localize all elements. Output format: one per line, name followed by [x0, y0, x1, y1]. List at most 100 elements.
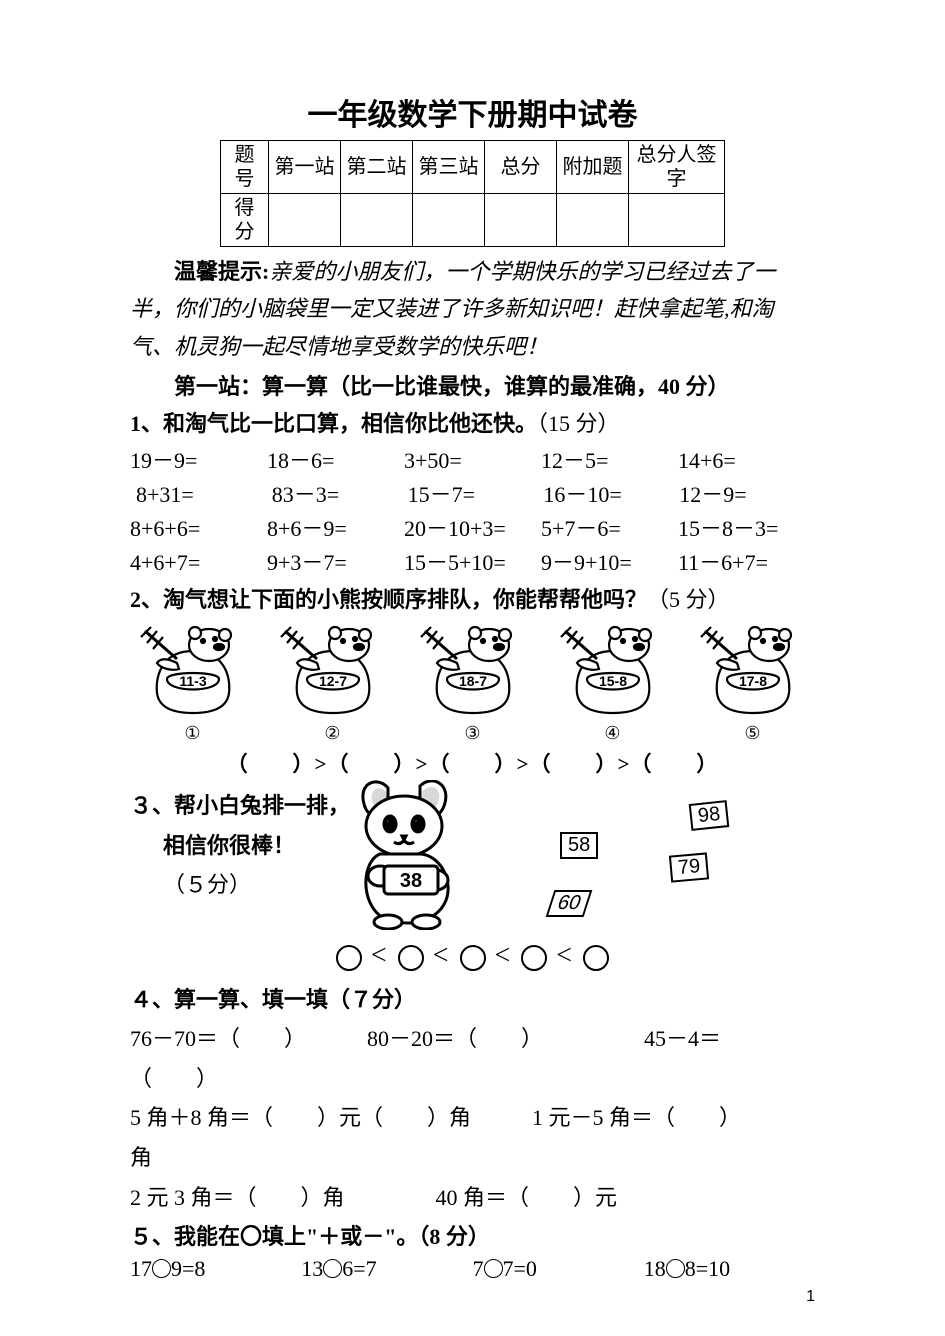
- num-box: 79: [669, 852, 709, 882]
- q1-rows: 19－9= 18－6= 3+50= 12－5= 14+6= 8+31= 83－3…: [130, 444, 815, 580]
- blank-circle: [336, 945, 362, 971]
- calc-item: 3+50=: [404, 444, 541, 478]
- q5-b: 8=10: [685, 1256, 730, 1281]
- q4-item: 5 角＋8 角＝（ ）元（ ）角: [130, 1105, 471, 1130]
- q5-row: 179=8 136=7 77=0 188=10: [130, 1256, 815, 1282]
- q1-text: 1、和淘气比一比口算，相信你比他还快。: [130, 411, 537, 436]
- calc-item: 5+7－6=: [541, 512, 678, 546]
- calc-item: 18－6=: [267, 444, 404, 478]
- score-table: 题号 第一站 第二站 第三站 总分 附加题 总分人签字 得分: [220, 140, 725, 247]
- q5-item: 13 6=7: [301, 1256, 472, 1282]
- calc-item: 12－9=: [679, 478, 815, 512]
- q4-item: 80－20＝（ ）: [367, 1026, 543, 1051]
- bear-cell: 12-7 ②: [270, 623, 395, 744]
- q5-a: 17: [130, 1256, 152, 1281]
- tip-lead: 温馨提示:: [174, 259, 269, 284]
- q5-heading: ５、我能在〇填上"＋或－"。（8 分）: [130, 1219, 815, 1254]
- table-row: 题号 第一站 第二站 第三站 总分 附加题 总分人签字: [221, 141, 725, 194]
- bear-expr: 15-8: [598, 673, 626, 689]
- q5-item: 17 9=8: [130, 1256, 301, 1282]
- q3-circle-row: < < < <: [130, 940, 815, 972]
- blank-circle: [521, 945, 547, 971]
- num-box: 58: [560, 832, 598, 859]
- th-s3: 第三站: [413, 141, 485, 194]
- bear-expr: 18-7: [458, 673, 486, 689]
- calc-item: 83－3=: [272, 478, 408, 512]
- q1-row: 19－9= 18－6= 3+50= 12－5= 14+6=: [130, 444, 815, 478]
- th-s1: 第一站: [269, 141, 341, 194]
- bear-cell: 15-8 ④: [550, 623, 675, 744]
- bear-num: ②: [270, 723, 395, 744]
- q4-item: （ ）: [130, 1059, 815, 1099]
- q4-lines: 76－70＝（ ） 80－20＝（ ） 45－4＝ （ ） 5 角＋8 角＝（ …: [130, 1019, 815, 1217]
- q5-item: 188=10: [644, 1256, 815, 1282]
- bear-expr: 11-3: [179, 673, 206, 689]
- td-blank: [413, 194, 485, 247]
- calc-item: 19－9=: [130, 444, 267, 478]
- bear-expr: 12-7: [318, 673, 346, 689]
- bear-num: ⑤: [690, 723, 815, 744]
- op-circle-icon: [152, 1259, 171, 1278]
- op-circle-icon: [666, 1259, 685, 1278]
- q2-text: 2、淘气想让下面的小熊按顺序排队，你能帮帮他吗？: [130, 587, 647, 612]
- th-sign: 总分人签字: [629, 141, 725, 194]
- th-s2: 第二站: [341, 141, 413, 194]
- q4-heading: ４、算一算、填一填（７分）: [130, 982, 815, 1017]
- q4-item: 45－4＝: [644, 1026, 721, 1051]
- calc-item: 14+6=: [678, 444, 815, 478]
- td-score-label: 得分: [221, 194, 269, 247]
- q3-area: ３、帮小白兔排一排， 相信你很棒！ （５分）: [130, 784, 815, 934]
- q1-row: 4+6+7= 9+3－7= 15－5+10= 9－9+10= 11－6+7=: [130, 546, 815, 580]
- q5-a: 13: [301, 1256, 323, 1281]
- calc-item: 16－10=: [543, 478, 679, 512]
- calc-item: 12－5=: [541, 444, 678, 478]
- calc-item: 4+6+7=: [130, 546, 267, 580]
- q4-item: 76－70＝（ ）: [130, 1026, 306, 1051]
- td-blank: [629, 194, 725, 247]
- calc-item: 8+31=: [130, 478, 272, 512]
- q5-b: 6=7: [342, 1256, 376, 1281]
- blank-circle: [460, 945, 486, 971]
- q2-heading: 2、淘气想让下面的小熊按顺序排队，你能帮帮他吗？（5 分）: [130, 582, 815, 617]
- bear-cell: 18-7 ③: [410, 623, 535, 744]
- calc-item: 20－10+3=: [404, 512, 541, 546]
- td-blank: [341, 194, 413, 247]
- num-box: 98: [689, 800, 730, 831]
- q3-line1: ３、帮小白兔排一排，: [130, 786, 350, 826]
- q3-text: ３、帮小白兔排一排， 相信你很棒！ （５分）: [130, 784, 350, 934]
- bear-icon: 15-8: [553, 623, 673, 715]
- q5-b: 7=0: [503, 1256, 537, 1281]
- bears-area: 11-3 ①: [130, 623, 815, 744]
- num-box: 60: [546, 890, 593, 917]
- calc-item: 15－8－3=: [678, 512, 815, 546]
- rabbit-number: 38: [400, 870, 422, 892]
- bear-num: ③: [410, 723, 535, 744]
- bear-icon: 12-7: [273, 623, 393, 715]
- tip-paragraph: 温馨提示:亲爱的小朋友们，一个学期快乐的学习已经过去了一半，你们的小脑袋里一定又…: [130, 253, 815, 365]
- page-title: 一年级数学下册期中试卷: [130, 90, 815, 134]
- q3-illustration: 38 58 98 60 79: [350, 784, 815, 934]
- td-blank: [557, 194, 629, 247]
- q5-b: 9=8: [171, 1256, 205, 1281]
- q1-pts: （15 分）: [537, 411, 620, 436]
- bear-cell: 11-3 ①: [130, 623, 255, 744]
- bear-num: ④: [550, 723, 675, 744]
- bear-icon: 17-8: [693, 623, 813, 715]
- th-extra: 附加题: [557, 141, 629, 194]
- q4-item: 1 元－5 角＝（ ）: [532, 1105, 741, 1130]
- q1-row: 8+6+6= 8+6－9= 20－10+3= 5+7－6= 15－8－3=: [130, 512, 815, 546]
- blank-circle: [583, 945, 609, 971]
- q1-heading: 1、和淘气比一比口算，相信你比他还快。（15 分）: [130, 406, 815, 441]
- op-circle-icon: [484, 1259, 503, 1278]
- q2-compare: （ ）>（ ）>（ ）>（ ）>（ ）: [130, 748, 815, 778]
- q4-item: 2 元 3 角＝（ ）角: [130, 1185, 345, 1210]
- calc-item: 15－7=: [408, 478, 544, 512]
- calc-item: 8+6－9=: [267, 512, 404, 546]
- q3-line3: （５分）: [130, 865, 350, 905]
- th-num: 题号: [221, 141, 269, 194]
- calc-item: 8+6+6=: [130, 512, 267, 546]
- rabbit-icon: 38: [330, 780, 500, 930]
- calc-item: 9+3－7=: [267, 546, 404, 580]
- td-blank: [269, 194, 341, 247]
- q4-item: 40 角＝（ ）元: [436, 1185, 618, 1210]
